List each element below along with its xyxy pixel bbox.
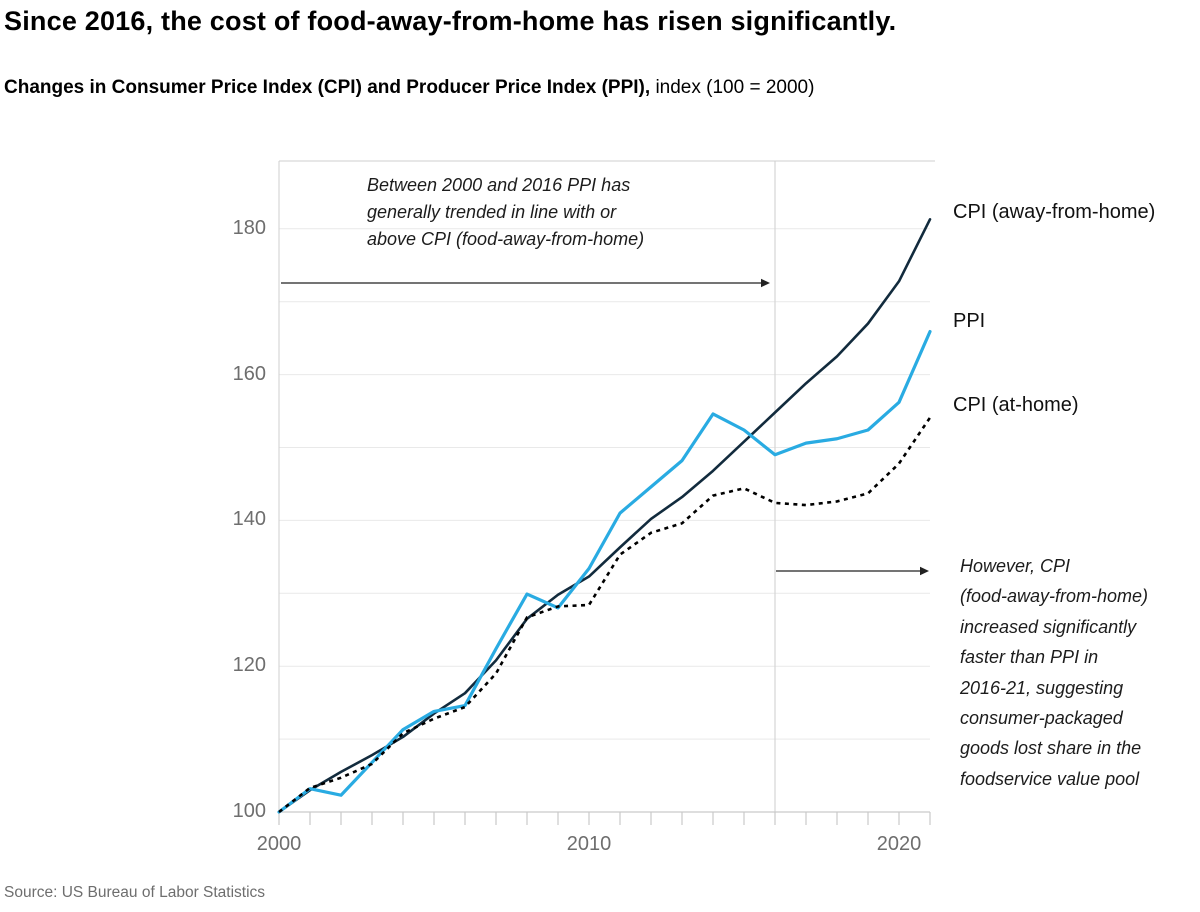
y-axis-tick-label: 180 [232, 216, 266, 239]
y-axis-tick-label: 140 [232, 508, 266, 531]
annotation-right-line: faster than PPI in [960, 647, 1099, 668]
series-label-ppi: PPI [953, 310, 986, 332]
chart-subtitle-units: index (100 = 2000) [650, 77, 815, 98]
chart-subtitle: Changes in Consumer Price Index (CPI) an… [4, 77, 814, 99]
y-axis-tick-label: 160 [232, 362, 266, 385]
series-line-cpi-away-from-home [277, 218, 932, 814]
annotation-right: However, CPI (food-away-from-home) incre… [960, 551, 1200, 794]
y-axis-tick-label: 100 [232, 800, 266, 822]
x-axis-tick-label: 2000 [256, 833, 302, 855]
annotation-left-line: Between 2000 and 2016 PPI has [367, 175, 631, 195]
annotation-right-line: However, CPI [960, 556, 1071, 576]
annotation-left: Between 2000 and 2016 PPI has generally … [367, 172, 644, 253]
annotation-right-line: 2016-21, suggesting [960, 677, 1124, 698]
series-label-cpi-away-from-home: CPI (away-from-home) [953, 201, 1156, 223]
series-label-cpi-at-home: CPI (at-home) [953, 394, 1079, 416]
source-note: Source: US Bureau of Labor Statistics [4, 884, 266, 901]
annotation-right-line: goods lost share in the [960, 738, 1142, 759]
annotation-left-arrow-head [761, 278, 770, 288]
series-line-cpi-at-home [278, 416, 932, 814]
annotation-right-line: foodservice value pool [960, 768, 1140, 789]
y-axis-tick-label: 120 [232, 654, 266, 677]
x-axis-tick-label: 2020 [876, 833, 922, 855]
annotation-right-arrow-head [920, 566, 929, 576]
chart-subtitle-bold: Changes in Consumer Price Index (CPI) an… [4, 77, 651, 98]
x-axis-tick-label: 2010 [566, 833, 612, 855]
annotation-left-line: generally trended in line with or [367, 202, 617, 222]
annotation-right-line: consumer-packaged [960, 708, 1123, 729]
annotation-right-line: (food-away-from-home) [960, 586, 1149, 607]
annotation-left-line: above CPI (food-away-from-home) [367, 229, 645, 249]
chart-title: Since 2016, the cost of food-away-from-h… [4, 6, 897, 36]
series-line-ppi [277, 329, 932, 814]
annotation-right-line: increased significantly [960, 616, 1137, 637]
